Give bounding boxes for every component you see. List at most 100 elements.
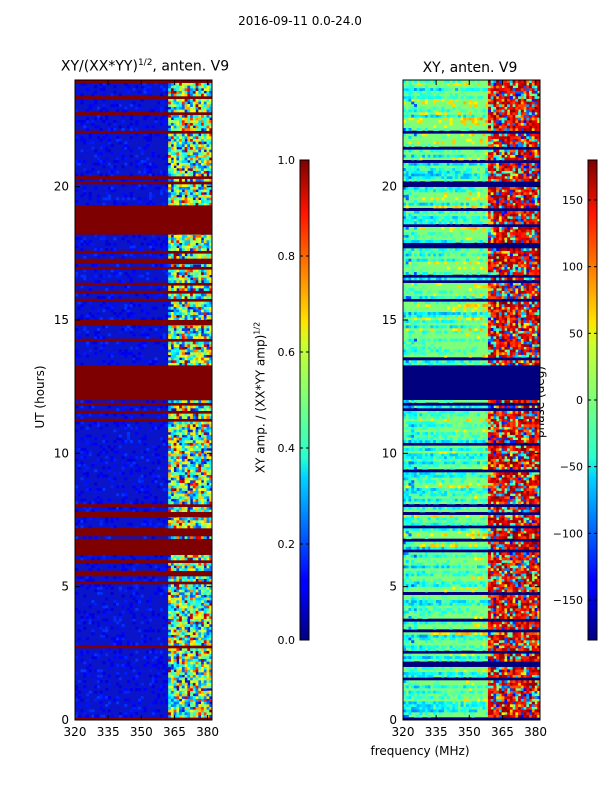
heat-cell <box>184 429 188 433</box>
heat-cell <box>209 485 213 489</box>
heat-cell <box>129 192 133 195</box>
heat-cell <box>168 658 172 662</box>
heat-cell <box>173 688 177 691</box>
heat-cell <box>148 608 153 611</box>
heat-cell <box>80 448 84 451</box>
heat-cell <box>176 517 180 521</box>
heat-cell <box>176 426 180 430</box>
heat-cell <box>77 714 81 718</box>
heat-cell <box>159 117 163 121</box>
heat-cell <box>173 701 177 705</box>
heat-cell <box>192 517 196 521</box>
heat-cell <box>179 610 183 614</box>
heat-cell <box>198 706 202 710</box>
heat-cell <box>138 466 142 470</box>
heat-cell <box>168 90 172 94</box>
heat-cell <box>173 128 177 131</box>
heat-cell <box>184 325 188 329</box>
heat-cell <box>165 162 169 166</box>
heat-cell <box>201 626 205 630</box>
heat-cell <box>209 120 213 123</box>
heat-cell <box>94 269 98 273</box>
heat-cell <box>198 120 202 123</box>
heat-cell <box>181 274 185 278</box>
heat-cell <box>170 136 174 139</box>
heat-cell <box>203 498 207 502</box>
heat-cell <box>151 664 155 667</box>
heat-cell <box>198 296 202 299</box>
heat-cell <box>165 618 169 622</box>
heat-cell <box>201 98 205 102</box>
heat-cell <box>83 189 87 193</box>
heat-cell <box>168 88 172 91</box>
heat-cell <box>110 189 114 193</box>
heat-cell <box>179 434 183 438</box>
heat-cell <box>94 248 98 251</box>
heat-cell <box>206 352 210 355</box>
heat-cell <box>179 509 183 513</box>
heat-cell <box>184 448 188 451</box>
heat-cell <box>118 648 122 651</box>
heat-cell <box>192 85 196 89</box>
heat-cell <box>110 104 114 107</box>
x-tick-label: 320 <box>64 725 87 739</box>
heat-cell <box>105 461 109 465</box>
heat-cell <box>206 634 210 638</box>
heat-cell <box>99 304 103 307</box>
heat-cell <box>206 576 210 579</box>
heat-cell <box>184 506 188 510</box>
heat-cell <box>173 594 177 598</box>
heat-cell <box>184 600 188 603</box>
heat-cell <box>132 450 136 454</box>
heat-cell <box>181 120 185 123</box>
heat-cell <box>159 501 163 505</box>
heat-cell <box>198 458 202 462</box>
heat-cell <box>198 616 202 619</box>
heat-cell <box>181 474 185 478</box>
heat-cell <box>181 165 185 169</box>
heat-cell <box>121 632 125 635</box>
heat-cell <box>187 693 191 697</box>
heat-cell <box>140 594 144 598</box>
heat-cell <box>187 434 191 438</box>
heat-cell <box>179 557 183 561</box>
heat-cell <box>192 157 196 161</box>
heat-cell <box>184 496 188 499</box>
heat-cell <box>179 706 183 710</box>
heat-cell <box>168 317 172 321</box>
heat-cell <box>203 525 207 529</box>
heat-cell <box>170 453 174 457</box>
heat-cell <box>146 165 150 169</box>
heat-cell <box>184 594 188 598</box>
heat-cell <box>170 88 174 91</box>
heat-cell <box>91 629 95 633</box>
heat-cell <box>209 296 213 299</box>
heat-cell <box>91 517 95 521</box>
heat-cell <box>187 104 191 107</box>
heat-cell <box>83 498 87 502</box>
heat-cell <box>102 106 106 110</box>
heat-cell <box>83 672 87 675</box>
heat-cell <box>198 160 202 163</box>
heat-cell <box>179 688 183 691</box>
heat-cell <box>151 360 155 363</box>
heat-cell <box>201 618 205 622</box>
heat-cell <box>154 296 158 299</box>
heat-cell <box>162 568 166 571</box>
heat-cell <box>195 309 199 313</box>
heat-cell <box>165 565 169 569</box>
heat-cell <box>201 445 205 449</box>
heat-cell <box>99 674 103 678</box>
heat-cell <box>105 586 109 590</box>
heat-cell <box>190 621 194 625</box>
heat-cell <box>94 461 98 465</box>
heat-cell <box>96 256 100 259</box>
heat-cell <box>88 405 92 409</box>
heat-cell <box>198 653 202 657</box>
heat-cell <box>184 133 188 137</box>
heat-cell <box>170 594 174 598</box>
heat-cell <box>146 490 150 494</box>
heat-cell <box>173 248 177 251</box>
heat-cell <box>99 128 103 131</box>
heat-cell <box>179 306 183 310</box>
